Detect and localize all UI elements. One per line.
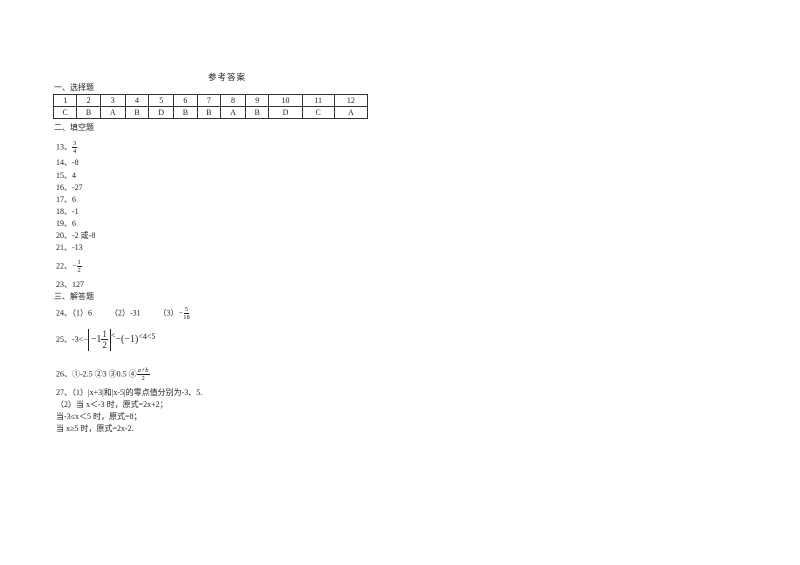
sign: − bbox=[178, 308, 184, 318]
fraction: a+b 2 bbox=[136, 367, 150, 382]
expr-b: < bbox=[110, 331, 116, 340]
q15: 15、4 bbox=[56, 171, 76, 180]
answer-cell: A bbox=[219, 106, 247, 119]
part1: （1）6 bbox=[72, 308, 92, 318]
q-label: 24、 bbox=[56, 308, 72, 318]
denominator: 2 bbox=[77, 267, 81, 274]
section-choice: 一、选择题 bbox=[54, 83, 94, 92]
expr-d: <4<5 bbox=[138, 332, 156, 341]
q27-line3: 当-3≤x＜5 时，原式=8； bbox=[56, 412, 142, 421]
table-row-numbers: 1 2 3 4 5 6 7 8 9 10 11 12 bbox=[52, 94, 369, 107]
page-title: 参考答案 bbox=[208, 72, 247, 82]
denominator: 4 bbox=[73, 148, 77, 155]
q27-line4: 当 x≥5 时，原式=2x-2. bbox=[56, 424, 134, 433]
q27-line2: （2）当 x＜-3 时，原式=2x+2； bbox=[56, 400, 168, 409]
denominator: 2 bbox=[102, 340, 107, 351]
q19: 19、6 bbox=[56, 219, 76, 228]
number-cell: 6 bbox=[173, 94, 198, 107]
number-cell: 4 bbox=[124, 94, 150, 107]
answer-cell: B bbox=[124, 106, 150, 119]
q-label: 25、 bbox=[56, 335, 72, 344]
numerator: 1 bbox=[76, 259, 82, 267]
number-cell: 2 bbox=[76, 94, 101, 107]
sign: − bbox=[72, 261, 77, 271]
denominator: 18 bbox=[183, 314, 190, 321]
sign: − bbox=[83, 335, 88, 344]
q27-line1: 27、（1）|x+3|和|x-5|的零点值分别为-3、5. bbox=[56, 388, 203, 397]
answer-cell: B bbox=[196, 106, 221, 119]
number-cell: 9 bbox=[244, 94, 270, 107]
answer-cell: D bbox=[268, 106, 303, 119]
numerator: 5 bbox=[183, 306, 190, 314]
part3: （3） bbox=[158, 308, 179, 318]
number-cell: 11 bbox=[301, 94, 335, 107]
fraction: 5 18 bbox=[183, 306, 190, 321]
absolute-value: −1 1 2 bbox=[87, 329, 111, 352]
q-label: 13、 bbox=[56, 142, 72, 152]
q26: 26、①-2.5 ②3 ③0.5 ④ a+b 2 bbox=[56, 367, 150, 382]
q14: 14、-8 bbox=[56, 158, 79, 167]
q23: 23、127 bbox=[56, 280, 84, 289]
number-cell: 1 bbox=[52, 94, 78, 107]
q26-text: ①-2.5 ②3 ③0.5 ④ bbox=[72, 369, 137, 379]
q22: 22、− 1 2 bbox=[56, 259, 82, 274]
number-cell: 12 bbox=[333, 94, 369, 107]
q17: 17、6 bbox=[56, 195, 76, 204]
q18: 18、-1 bbox=[56, 207, 79, 216]
number-cell: 7 bbox=[196, 94, 221, 107]
number-cell: 3 bbox=[99, 94, 126, 107]
answer-cell: C bbox=[301, 106, 335, 119]
number-cell: 5 bbox=[148, 94, 175, 107]
numerator: 1 bbox=[101, 329, 108, 341]
answer-cell: B bbox=[244, 106, 270, 119]
q16: 16、-27 bbox=[56, 183, 83, 192]
q-label: 22、 bbox=[56, 261, 72, 271]
mixed-whole: −1 bbox=[90, 334, 102, 346]
answer-cell: A bbox=[333, 106, 369, 119]
section-solve: 三、解答题 bbox=[54, 292, 94, 301]
q24: 24、（1）6 （2）-31 （3）− 5 18 bbox=[56, 306, 190, 321]
q21: 21、-13 bbox=[56, 243, 83, 252]
part2: （2）-31 bbox=[110, 308, 141, 318]
answer-cell: B bbox=[173, 106, 198, 119]
answer-cell: D bbox=[148, 106, 175, 119]
number-cell: 8 bbox=[219, 94, 247, 107]
q25: 25、-3<− −1 1 2 <−(−1)<4<5 bbox=[56, 329, 156, 352]
expr-a: -3< bbox=[72, 335, 84, 344]
answer-cell: A bbox=[99, 106, 126, 119]
number-cell: 10 bbox=[268, 94, 303, 107]
answer-cell: B bbox=[76, 106, 101, 119]
section-fill: 二、填空题 bbox=[54, 123, 94, 132]
numerator: a+b bbox=[136, 367, 150, 375]
q20: 20、-2 或-8 bbox=[56, 231, 96, 240]
answer-cell: C bbox=[52, 106, 78, 119]
q13: 13、 3 4 bbox=[56, 140, 78, 155]
numerator: 3 bbox=[72, 140, 78, 148]
expr-c: −(−1) bbox=[115, 334, 139, 345]
denominator: 2 bbox=[141, 375, 145, 382]
q-label: 26、 bbox=[56, 369, 72, 379]
